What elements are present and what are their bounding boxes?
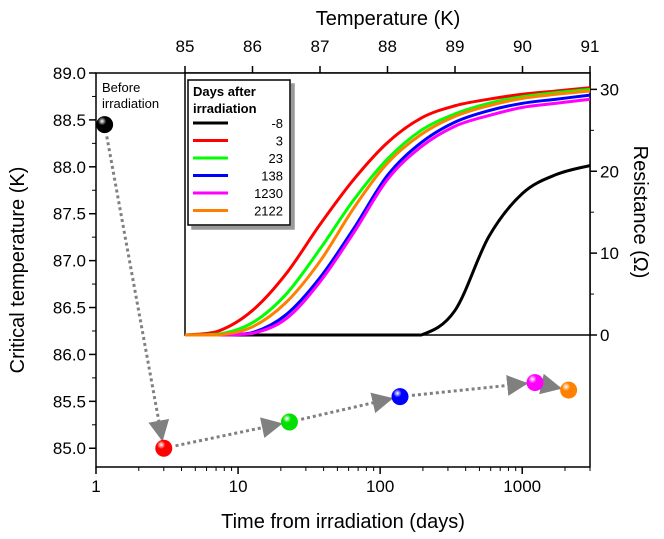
inset-y-tick-label: 0: [600, 326, 609, 345]
x-axis-label: Time from irradiation (days): [221, 511, 465, 533]
y-tick-label: 87.0: [53, 252, 86, 271]
inset-x-tick-label: 88: [378, 37, 397, 56]
data-point-1.15: [96, 116, 114, 134]
y-tick-label: 89.0: [53, 64, 86, 83]
legend-label-1230: 1230: [254, 186, 283, 201]
data-point-138: [391, 388, 409, 406]
resistance-curve-2122: [185, 89, 591, 337]
x-tick-label: 1: [91, 477, 100, 496]
legend-label-23: 23: [269, 151, 283, 166]
data-point-3: [155, 439, 173, 457]
y-tick-label: 87.5: [53, 205, 86, 224]
resistance-curve-1230: [185, 97, 591, 337]
y-tick-label: 85.0: [53, 439, 86, 458]
inset-x-axis-label: Temperature (K): [316, 8, 461, 30]
inset-x-tick-label: 90: [513, 37, 532, 56]
inset-x-tick-label: 91: [581, 37, 600, 56]
trend-arrow: [175, 417, 283, 448]
inset-x-tick-label: 85: [176, 37, 195, 56]
legend-label-138: 138: [261, 169, 283, 184]
legend-box: [187, 79, 291, 226]
inset-x-tick-label: 89: [446, 37, 465, 56]
trend-arrow: [411, 375, 529, 397]
y-tick-label: 85.5: [53, 392, 86, 411]
inset-y-tick-label: 10: [600, 244, 619, 263]
y-tick-label: 88.0: [53, 158, 86, 177]
x-tick-label: 1000: [503, 477, 541, 496]
legend-title: irradiation: [193, 101, 257, 116]
y-axis-label: Critical temperature (K): [7, 167, 29, 374]
trend-arrow: [105, 136, 170, 442]
inset-x-tick-label: 86: [243, 37, 262, 56]
data-point-2122: [560, 381, 578, 399]
y-tick-label: 88.5: [53, 111, 86, 130]
inset-y-tick-label: 30: [600, 80, 619, 99]
legend-label-3: 3: [276, 134, 283, 149]
data-point-1230: [526, 374, 544, 392]
y-tick-label: 86.0: [53, 345, 86, 364]
data-point-23: [280, 413, 298, 431]
legend-label--8: -8: [271, 116, 283, 131]
legend-title: Days after: [193, 84, 256, 99]
y-tick-label: 86.5: [53, 299, 86, 318]
annotation-before-irradiation: Before irradiation: [102, 80, 159, 111]
resistance-curve-3: [184, 86, 591, 337]
trend-arrow: [300, 392, 394, 421]
resistance-curve-23: [184, 87, 591, 337]
trend-arrow: [539, 373, 562, 395]
x-tick-label: 100: [366, 477, 394, 496]
inset-y-tick-label: 20: [600, 162, 619, 181]
inset-x-tick-label: 87: [311, 37, 330, 56]
resistance-curve--8: [185, 164, 591, 337]
x-tick-label: 10: [229, 477, 248, 496]
legend-label-2122: 2122: [254, 204, 283, 219]
inset-y-axis-label: Resistance (Ω): [629, 146, 651, 279]
